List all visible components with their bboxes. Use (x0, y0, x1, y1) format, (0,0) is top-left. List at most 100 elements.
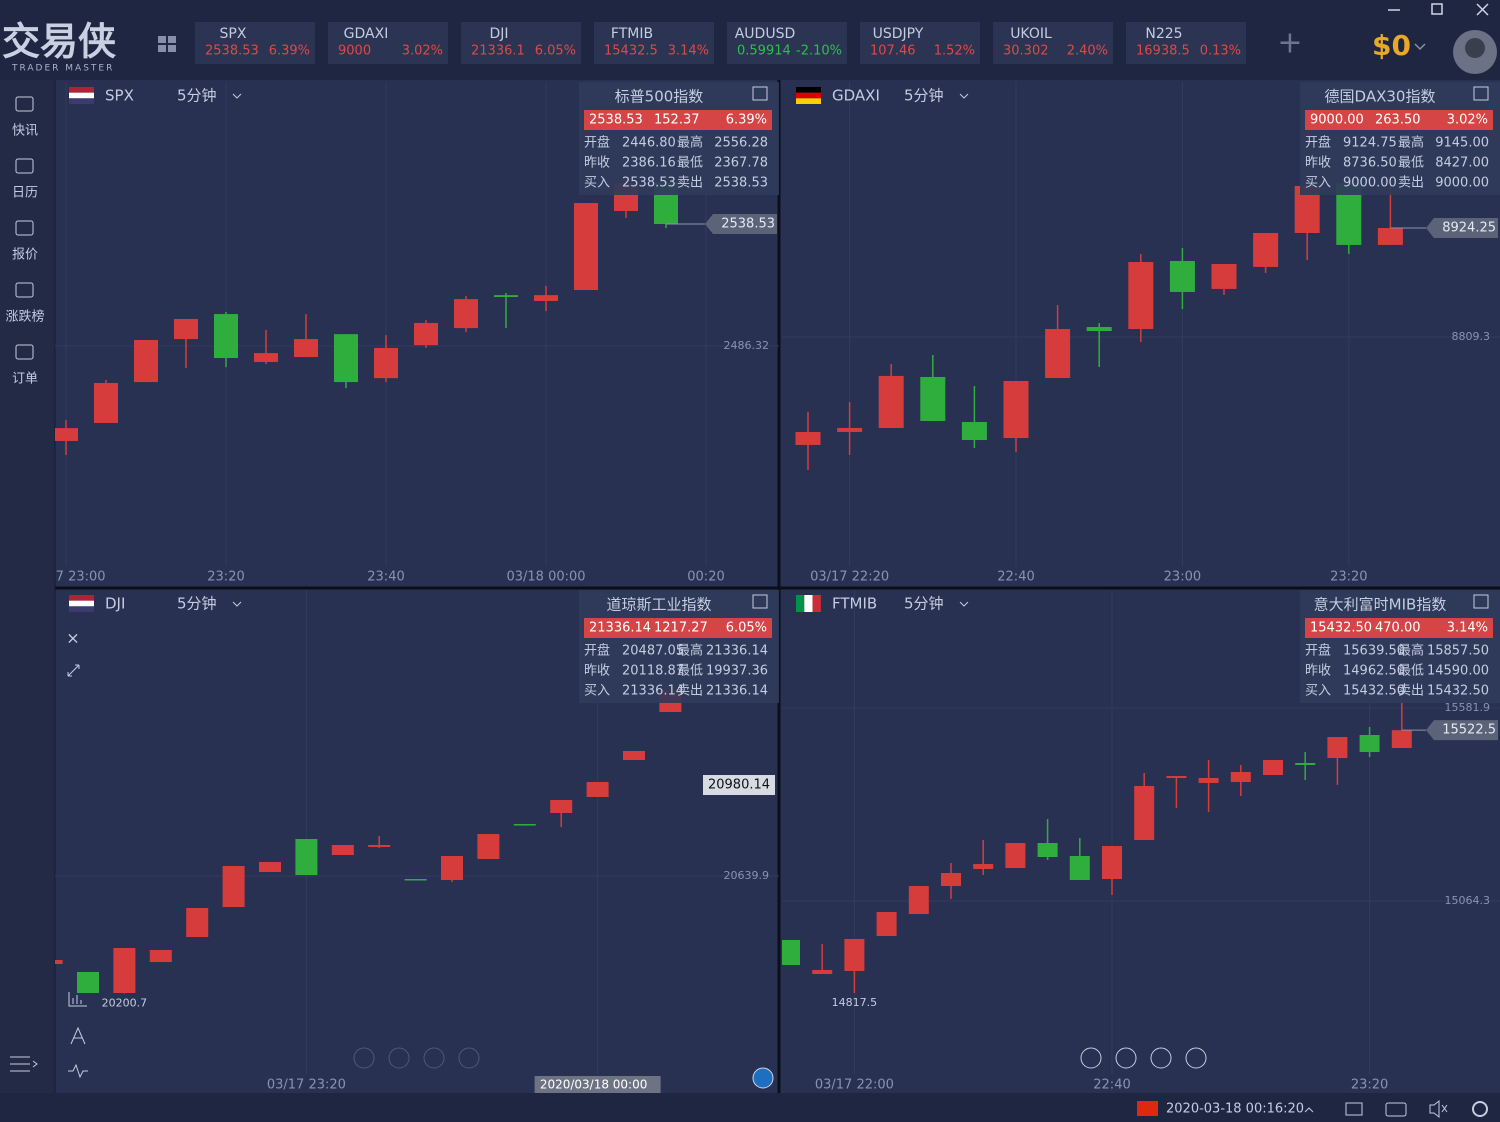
prev-button[interactable] (1115, 1047, 1137, 1069)
zoom-in-button[interactable] (458, 1047, 480, 1069)
quote-menu[interactable] (752, 594, 768, 609)
quote-last: 2538.53 (589, 113, 643, 128)
sidebar-label[interactable]: 日历 (12, 186, 38, 201)
ticker-box[interactable] (860, 22, 980, 64)
interval-chevron[interactable] (959, 93, 969, 99)
symbol[interactable]: DJI (105, 595, 125, 613)
quote-menu[interactable] (752, 86, 768, 101)
interval-chevron[interactable] (232, 601, 242, 607)
candle-body (1037, 843, 1058, 857)
symbol[interactable]: GDAXI (832, 87, 880, 105)
candle-body (1327, 737, 1348, 759)
candle-body (294, 339, 318, 358)
ticker-symbol: DJI (489, 26, 508, 42)
ticker[interactable]: AUDUSD 0.59914 -2.10% (727, 22, 847, 64)
sidebar-label[interactable]: 快讯 (12, 124, 38, 139)
quote-bar (1305, 110, 1493, 130)
quote-box (579, 590, 779, 703)
ticker[interactable]: USDJPY 107.46 1.52% (860, 22, 980, 64)
ticker[interactable]: DJI 21336.1 6.05% (461, 22, 581, 64)
quote-label: 最高 (677, 643, 703, 659)
interval-chevron[interactable] (232, 93, 242, 99)
balance[interactable]: $0 (1372, 29, 1411, 62)
candle-body (331, 845, 354, 856)
ticker-box[interactable] (727, 22, 847, 64)
draw-tool[interactable] (70, 1026, 86, 1045)
ticker-price: 0.59914 (737, 44, 791, 59)
ticker[interactable]: FTMIB 15432.5 3.14% (594, 22, 714, 64)
zoom-out-button[interactable] (353, 1047, 375, 1069)
quote-menu[interactable] (1473, 594, 1489, 609)
symbol[interactable]: SPX (105, 87, 134, 105)
x-tick-label: 00:20 (687, 570, 724, 585)
quote-value: 15432.50 (1427, 684, 1489, 699)
sidebar-label[interactable]: 报价 (12, 248, 38, 263)
candle-body (368, 845, 391, 848)
quote-value: 8736.50 (1343, 156, 1397, 171)
next-button[interactable] (423, 1047, 445, 1069)
clock: 2020-03-18 00:16:20 (1166, 1102, 1304, 1117)
ticker-box[interactable] (993, 22, 1113, 64)
quote-menu[interactable] (1473, 86, 1489, 101)
indicator-tool[interactable] (68, 992, 87, 1007)
zoom-in-button[interactable] (1185, 1047, 1207, 1069)
quote-change: 263.50 (1375, 113, 1421, 128)
close-tool[interactable]: × (66, 629, 79, 648)
live-icon[interactable] (752, 1067, 774, 1089)
add-ticker[interactable]: + (1277, 26, 1302, 61)
mute-icon[interactable] (1429, 1099, 1448, 1119)
ticker-box[interactable] (594, 22, 714, 64)
quote-change: 470.00 (1375, 621, 1421, 636)
quote-label: 昨收 (584, 156, 610, 171)
candle-body (1128, 262, 1154, 330)
ticker-box[interactable] (328, 22, 448, 64)
quote-label: 开盘 (1305, 135, 1331, 151)
symbol[interactable]: FTMIB (832, 595, 877, 613)
sidebar-icon[interactable] (15, 220, 34, 236)
ticker-box[interactable] (461, 22, 581, 64)
wave-tool[interactable] (68, 1063, 88, 1079)
ticker-box[interactable] (195, 22, 315, 64)
ticker-symbol: FTMIB (611, 26, 653, 42)
maximize[interactable] (1431, 3, 1443, 15)
candle-body (844, 938, 865, 971)
x-tick-label: 03/17 23:00 (26, 570, 105, 585)
interval[interactable]: 5分钟 (904, 595, 944, 613)
ticker[interactable]: UKOIL 30.302 2.40% (993, 22, 1113, 64)
sidebar-icon[interactable] (15, 96, 34, 112)
quote-label: 最高 (677, 135, 703, 151)
settings-icon[interactable] (1472, 1101, 1488, 1117)
ticker-pct: 2.40% (1067, 44, 1108, 59)
ticker[interactable]: N225 16938.5 0.13% (1126, 22, 1246, 64)
ticker[interactable]: SPX 2538.53 6.39% (195, 22, 315, 64)
camera-icon[interactable] (1385, 1102, 1407, 1117)
window-icon[interactable] (1345, 1102, 1363, 1116)
ticker[interactable]: GDAXI 9000 3.02% (328, 22, 448, 64)
zoom-out-button[interactable] (1080, 1047, 1102, 1069)
balance-chevron[interactable] (1414, 43, 1426, 51)
candle-body (259, 862, 281, 872)
interval[interactable]: 5分钟 (177, 595, 217, 613)
menu-tool[interactable] (10, 1056, 38, 1072)
last-price-tag (1426, 720, 1498, 741)
sidebar-icon[interactable] (15, 344, 34, 360)
quote-label: 最高 (1398, 135, 1424, 151)
clock-chevron[interactable] (1304, 1107, 1314, 1113)
candle-body (113, 948, 136, 994)
sidebar-label[interactable]: 订单 (12, 372, 38, 387)
sidebar-icon[interactable] (15, 282, 34, 298)
next-button[interactable] (1150, 1047, 1172, 1069)
apps-icon[interactable] (158, 36, 176, 52)
interval[interactable]: 5分钟 (177, 87, 217, 105)
candle-body (1391, 730, 1412, 748)
close[interactable] (1476, 3, 1489, 16)
interval-chevron[interactable] (959, 601, 969, 607)
prev-button[interactable] (388, 1047, 410, 1069)
candle-body (920, 376, 946, 421)
sidebar-icon[interactable] (15, 158, 34, 174)
ticker-box[interactable] (1126, 22, 1246, 64)
interval[interactable]: 5分钟 (904, 87, 944, 105)
expand-tool[interactable] (67, 664, 80, 677)
sidebar-label[interactable]: 涨跌榜 (5, 309, 44, 325)
quote-label: 昨收 (1305, 664, 1331, 679)
